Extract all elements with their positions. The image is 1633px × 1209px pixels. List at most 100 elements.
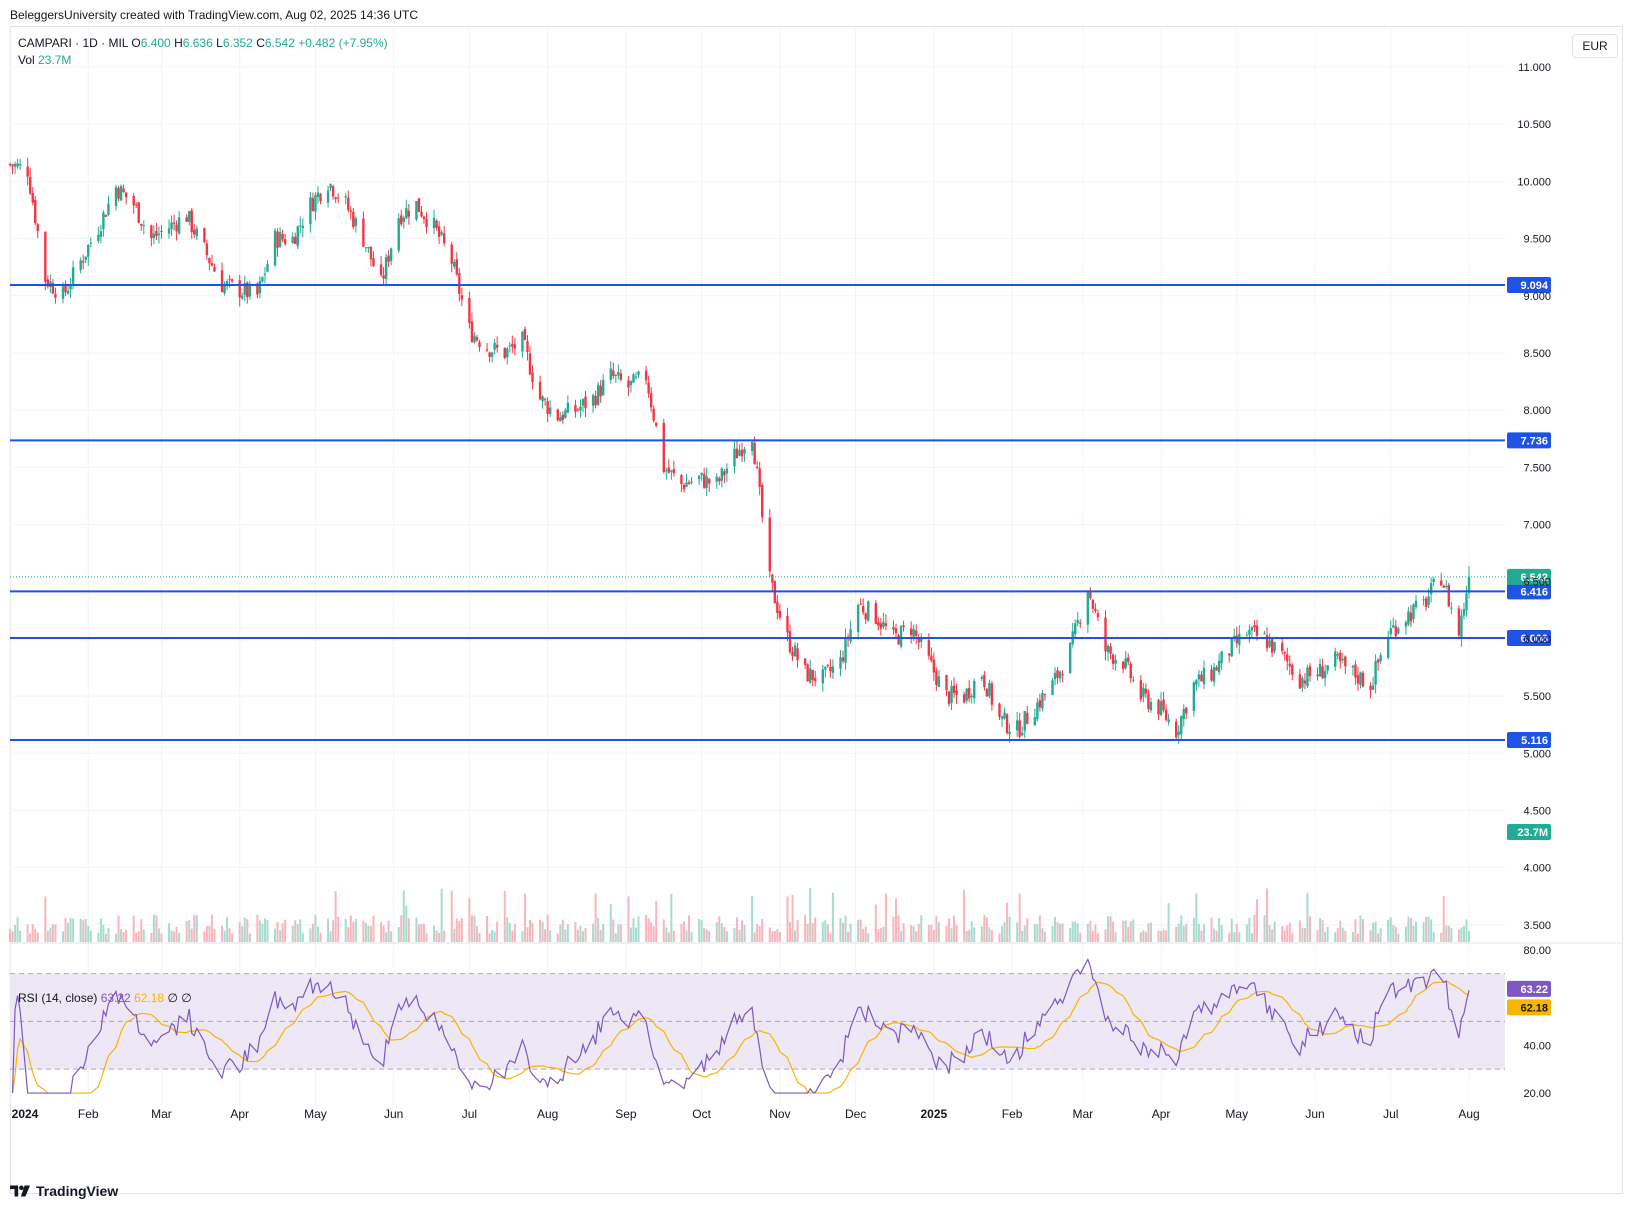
volume-bar <box>637 916 640 942</box>
candle-body <box>1268 640 1271 647</box>
candle-body <box>758 468 761 487</box>
volume-bar <box>49 927 52 942</box>
volume-bar <box>468 897 471 942</box>
candle-body <box>296 226 299 247</box>
candle-body <box>319 193 322 202</box>
candle-body <box>1096 613 1100 618</box>
price-tick-label: 7.500 <box>1523 462 1551 474</box>
volume-bar <box>965 930 968 942</box>
volume-bar <box>650 921 653 942</box>
candle-body <box>702 474 706 488</box>
volume-bar <box>741 920 744 942</box>
volume-bar <box>402 890 405 942</box>
candle-body <box>914 630 918 636</box>
candle-body <box>601 380 605 395</box>
volume-bar <box>806 923 809 942</box>
volume-bar <box>311 923 314 942</box>
candle-body <box>442 233 446 244</box>
price-tick-label: 8.500 <box>1523 348 1551 360</box>
candle-body <box>1132 679 1135 681</box>
candle-body <box>142 225 145 227</box>
candle-body <box>276 231 279 248</box>
candle-body <box>778 610 782 618</box>
candle-body <box>1104 617 1107 652</box>
volume-bar <box>932 930 935 942</box>
candle-body <box>1021 732 1024 736</box>
candle-body <box>962 694 966 703</box>
volume-bar <box>998 933 1001 942</box>
volume-bar <box>698 919 701 942</box>
candle-body <box>541 396 544 402</box>
currency-button[interactable]: EUR <box>1572 34 1618 58</box>
volume-bar <box>892 916 895 942</box>
candle-body <box>538 381 542 400</box>
candle-body <box>1460 615 1463 638</box>
volume-bar <box>415 917 418 942</box>
volume-bar <box>79 918 82 942</box>
candle-body <box>859 603 862 605</box>
volume-bar <box>221 925 224 942</box>
volume-bar <box>652 926 655 942</box>
candle-body <box>1149 702 1153 711</box>
candle-body <box>331 186 335 197</box>
candle-body <box>1217 660 1221 673</box>
candle-body <box>1230 638 1233 657</box>
volume-bar <box>718 916 721 942</box>
volume-bar <box>983 914 986 942</box>
volume-bar <box>945 925 948 942</box>
candle-body <box>990 683 994 705</box>
volume-bar <box>1235 924 1238 942</box>
volume-bar <box>1149 922 1152 942</box>
candle-body <box>294 236 297 244</box>
volume-bar <box>291 925 294 942</box>
candle-body <box>1356 675 1360 684</box>
candle-body <box>612 370 615 377</box>
candle-body <box>1432 578 1435 582</box>
candle-body <box>1427 596 1430 605</box>
volume-bar <box>614 933 617 942</box>
volume-bar <box>513 924 516 942</box>
tradingview-brand[interactable]: TradingView <box>10 1183 118 1199</box>
volume-bar <box>102 924 105 942</box>
level-price-tag <box>1507 732 1551 749</box>
candle-body <box>273 230 277 266</box>
time-tick-label: May <box>304 1107 327 1121</box>
candle-body <box>135 204 138 206</box>
volume-bar <box>733 928 736 942</box>
level-price-text: 6.416 <box>1520 586 1548 598</box>
price-tick-label: 4.500 <box>1523 805 1551 817</box>
volume-bar <box>503 890 506 942</box>
volume-bar <box>1076 923 1079 942</box>
volume-bar <box>453 928 456 942</box>
candle-body <box>521 331 524 352</box>
time-tick-label: Mar <box>151 1107 172 1121</box>
candle-body <box>1008 731 1011 735</box>
candle-body <box>829 666 832 672</box>
volume-bar <box>1344 930 1347 942</box>
level-price-text: 5.116 <box>1521 735 1548 747</box>
candle-body <box>1253 625 1256 628</box>
time-tick-label: Jul <box>462 1107 477 1121</box>
volume-bar <box>791 894 794 942</box>
candle-body <box>238 280 241 298</box>
volume-bar <box>72 918 75 942</box>
volume-bar <box>768 927 771 942</box>
candle-body <box>1394 626 1397 637</box>
candle-body <box>579 406 582 411</box>
level-price-tag <box>1507 277 1551 294</box>
candle-body <box>155 230 158 237</box>
volume-bar <box>1180 915 1183 942</box>
volume-bar <box>470 915 473 942</box>
candle-body <box>1074 623 1077 635</box>
volume-bar <box>882 926 885 942</box>
candle-body <box>543 399 547 401</box>
volume-bar <box>26 924 29 942</box>
volume-bar <box>475 926 478 942</box>
candle-body <box>1306 667 1309 687</box>
rsi-value-tag <box>1507 980 1551 997</box>
candle-body <box>743 449 746 454</box>
candle-body <box>417 198 421 212</box>
volume-bar <box>334 891 337 942</box>
volume-bar <box>751 895 754 942</box>
